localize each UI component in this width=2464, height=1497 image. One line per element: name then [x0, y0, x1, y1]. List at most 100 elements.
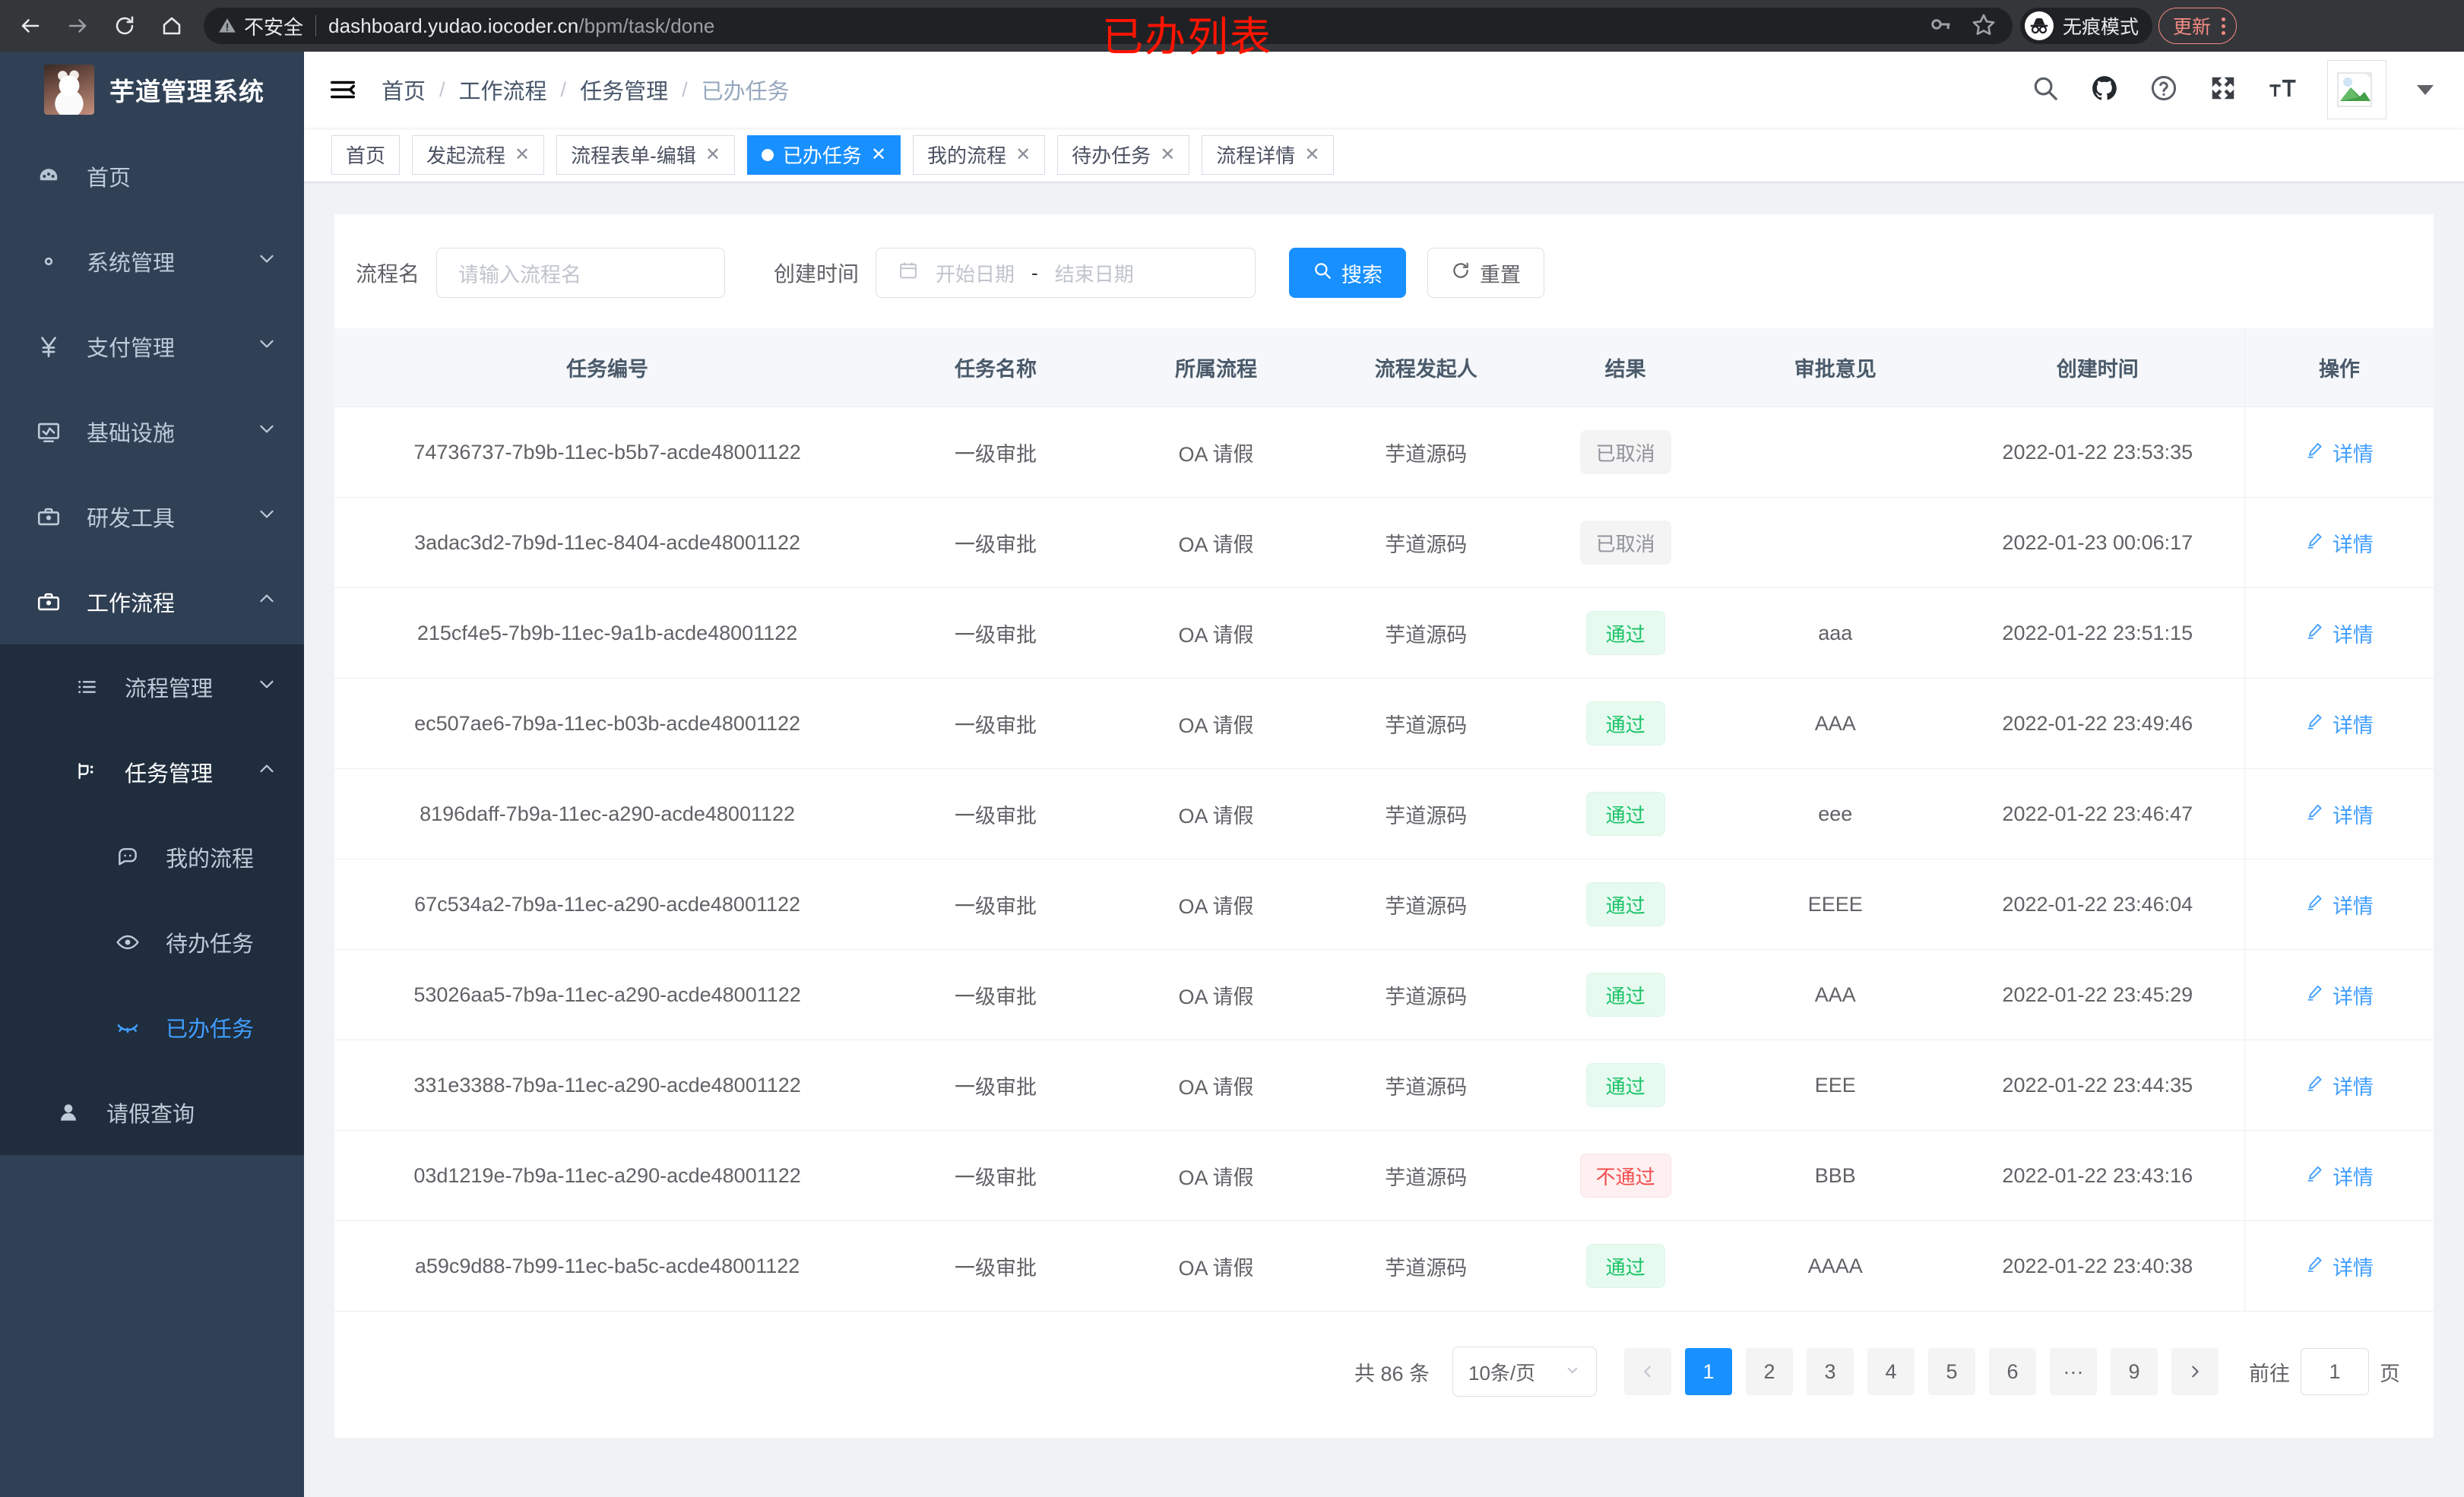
- chevron-down-icon: [1564, 1360, 1581, 1384]
- tab-label: 我的流程: [927, 144, 1007, 167]
- avatar[interactable]: [2327, 60, 2386, 119]
- sidebar-item-todo-task[interactable]: 待办任务: [0, 900, 304, 985]
- address-bar[interactable]: 不安全 dashboard.yudao.iocoder.cn/bpm/task/…: [204, 8, 2013, 44]
- sidebar-item-home[interactable]: 首页: [0, 134, 304, 219]
- status-badge: 通过: [1585, 1244, 1665, 1288]
- detail-label: 详情: [2332, 1256, 2374, 1280]
- sidebar-item-infrastructure[interactable]: 基础设施: [0, 389, 304, 474]
- tab-todo-task[interactable]: 待办任务 ✕: [1057, 135, 1190, 175]
- page-button-2[interactable]: 2: [1746, 1348, 1793, 1395]
- sidebar-item-task-management[interactable]: 任务管理: [0, 730, 304, 815]
- page-ellipsis[interactable]: ···: [2050, 1348, 2097, 1395]
- yen-icon: [27, 334, 70, 359]
- detail-link[interactable]: 详情: [2305, 799, 2374, 829]
- breadcrumb-item-1[interactable]: 工作流程: [458, 80, 547, 104]
- back-button[interactable]: [9, 5, 52, 47]
- sidebar-menu: 首页 系统管理 支付管理: [0, 134, 304, 1155]
- incognito-indicator[interactable]: 无痕模式: [2020, 8, 2153, 44]
- search-button[interactable]: 搜索: [1289, 248, 1407, 298]
- page-button-9[interactable]: 9: [2111, 1348, 2158, 1395]
- detail-link[interactable]: 详情: [2305, 1161, 2374, 1191]
- star-icon[interactable]: [1972, 12, 1996, 40]
- close-icon[interactable]: ✕: [870, 144, 887, 165]
- tab-done-task[interactable]: 已办任务 ✕: [746, 135, 901, 175]
- table-row: 331e3388-7b9a-11ec-a290-acde48001122 一级审批…: [334, 1040, 2434, 1131]
- detail-label: 详情: [2332, 985, 2374, 1008]
- page-jump-input[interactable]: 1: [2301, 1348, 2369, 1395]
- github-icon[interactable]: [2090, 74, 2119, 106]
- update-button[interactable]: 更新: [2158, 8, 2238, 44]
- page-content: 流程名 请输入流程名 创建时间 开始日期 - 结束日期: [304, 182, 2464, 1438]
- detail-link[interactable]: 详情: [2305, 438, 2374, 467]
- home-button[interactable]: [150, 5, 193, 47]
- breadcrumb-item-2[interactable]: 任务管理: [580, 80, 669, 104]
- sidebar-item-done-task[interactable]: 已办任务: [0, 985, 304, 1070]
- sidebar-logo[interactable]: 芋道管理系统: [0, 52, 304, 128]
- page-size-select[interactable]: 10条/页: [1452, 1347, 1597, 1397]
- tab-process-detail[interactable]: 流程详情 ✕: [1202, 135, 1335, 175]
- detail-link[interactable]: 详情: [2305, 1071, 2374, 1100]
- hamburger-icon[interactable]: [304, 75, 380, 104]
- search-icon[interactable]: [2031, 74, 2060, 106]
- close-icon[interactable]: ✕: [515, 144, 530, 165]
- cell-task-id: 74736737-7b9b-11ec-b5b7-acde48001122: [334, 407, 881, 498]
- key-icon[interactable]: [1929, 13, 1952, 40]
- close-icon[interactable]: ✕: [1015, 144, 1031, 165]
- detail-link[interactable]: 详情: [2305, 980, 2374, 1010]
- cell-process: OA 请假: [1110, 949, 1322, 1040]
- forward-button[interactable]: [56, 5, 99, 47]
- cell-task-name: 一级审批: [880, 1220, 1111, 1312]
- detail-link[interactable]: 详情: [2305, 619, 2374, 648]
- sidebar-item-label: 任务管理: [125, 762, 214, 786]
- sidebar-item-process-management[interactable]: 流程管理: [0, 644, 304, 730]
- breadcrumb-item-0[interactable]: 首页: [382, 80, 426, 104]
- detail-link[interactable]: 详情: [2305, 709, 2374, 739]
- edit-icon: [2305, 802, 2325, 827]
- font-size-icon[interactable]: [2268, 74, 2297, 106]
- cell-result: 通过: [1531, 678, 1720, 769]
- tab-my-process[interactable]: 我的流程 ✕: [913, 135, 1046, 175]
- sidebar-item-payment[interactable]: 支付管理: [0, 304, 304, 389]
- page-button-6[interactable]: 6: [1989, 1348, 2036, 1395]
- sidebar-item-label: 请假查询: [106, 1103, 195, 1127]
- help-icon[interactable]: [2149, 74, 2178, 106]
- reset-button[interactable]: 重置: [1427, 248, 1545, 298]
- user-icon: [47, 1100, 90, 1125]
- cell-task-id: ec507ae6-7b9a-11ec-b03b-acde48001122: [334, 678, 881, 769]
- reload-button[interactable]: [103, 5, 146, 47]
- search-input[interactable]: 请输入流程名: [436, 248, 726, 298]
- page-button-3[interactable]: 3: [1807, 1348, 1854, 1395]
- cell-operation: 详情: [2244, 1220, 2434, 1312]
- cell-result: 通过: [1531, 768, 1720, 859]
- page-size-value: 10条/页: [1468, 1361, 1536, 1385]
- close-icon[interactable]: ✕: [705, 144, 721, 165]
- chevron-down-icon[interactable]: [2417, 84, 2434, 95]
- status-badge: 通过: [1585, 611, 1665, 655]
- kebab-menu-icon[interactable]: [2222, 17, 2226, 35]
- edit-icon: [2305, 1163, 2325, 1188]
- page-button-1[interactable]: 1: [1685, 1348, 1732, 1395]
- close-icon[interactable]: ✕: [1160, 144, 1176, 165]
- sidebar-item-devtools[interactable]: 研发工具: [0, 474, 304, 559]
- detail-link[interactable]: 详情: [2305, 1252, 2374, 1281]
- tab-start-process[interactable]: 发起流程 ✕: [412, 135, 545, 175]
- security-indicator[interactable]: 不安全: [217, 12, 303, 40]
- prev-page-button[interactable]: [1624, 1348, 1671, 1395]
- breadcrumb-separator: /: [439, 78, 445, 101]
- detail-link[interactable]: 详情: [2305, 528, 2374, 558]
- sidebar-item-system[interactable]: 系统管理: [0, 219, 304, 304]
- close-icon[interactable]: ✕: [1304, 144, 1320, 165]
- detail-link[interactable]: 详情: [2305, 890, 2374, 919]
- fullscreen-icon[interactable]: [2209, 74, 2238, 106]
- page-button-4[interactable]: 4: [1867, 1348, 1915, 1395]
- page-button-5[interactable]: 5: [1928, 1348, 1975, 1395]
- sidebar-item-leave-query[interactable]: 请假查询: [0, 1070, 304, 1155]
- tab-process-form-edit[interactable]: 流程表单-编辑 ✕: [556, 135, 735, 175]
- sidebar-item-workflow[interactable]: 工作流程: [0, 559, 304, 644]
- tab-home[interactable]: 首页: [331, 135, 401, 175]
- next-page-button[interactable]: [2171, 1348, 2219, 1395]
- sidebar-item-my-process[interactable]: 我的流程: [0, 815, 304, 900]
- date-range-picker[interactable]: 开始日期 - 结束日期: [876, 248, 1256, 298]
- chat-icon: [106, 845, 149, 869]
- tab-label: 已办任务: [782, 144, 862, 167]
